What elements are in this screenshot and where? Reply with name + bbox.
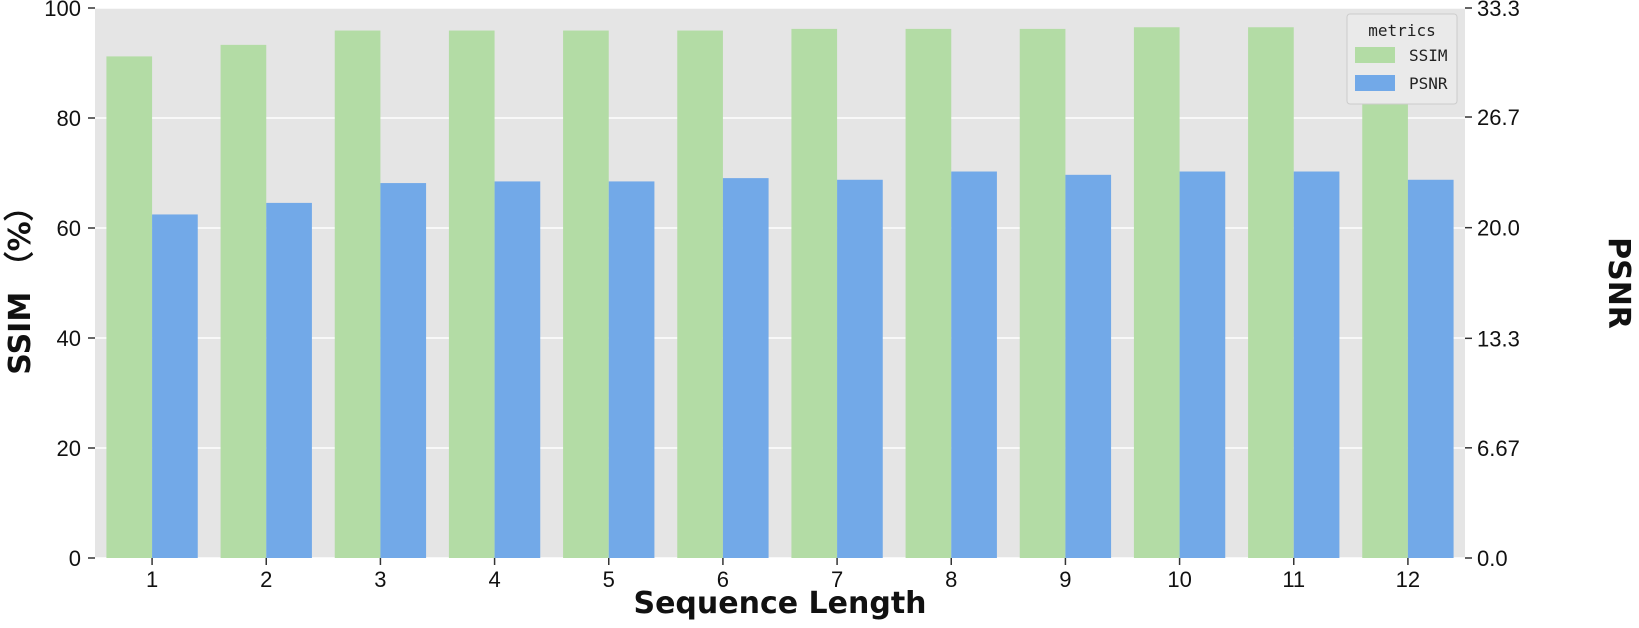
legend-title: metrics xyxy=(1368,21,1435,40)
bar-psnr xyxy=(722,178,769,558)
bar-psnr xyxy=(494,181,541,559)
x-tick-label: 9 xyxy=(1059,567,1071,592)
y-tick-label: 20 xyxy=(57,436,81,461)
bar-psnr xyxy=(837,179,883,558)
legend-swatch xyxy=(1355,47,1395,63)
bar-psnr xyxy=(951,171,997,558)
y-tick-label: 60 xyxy=(57,216,81,241)
y-tick-label: 100 xyxy=(44,0,81,21)
bar-psnr xyxy=(1407,179,1454,558)
y-axis-title: SSIM （%） xyxy=(3,191,38,374)
bar-ssim xyxy=(334,30,381,559)
y2-tick-label: 6.67 xyxy=(1477,436,1520,461)
x-tick-label: 7 xyxy=(831,567,843,592)
bar-psnr xyxy=(1065,174,1112,558)
legend-label: SSIM xyxy=(1409,46,1448,65)
bar-ssim xyxy=(563,30,609,559)
bar-psnr xyxy=(1293,171,1340,558)
y2-tick-label: 33.3 xyxy=(1477,0,1520,21)
legend-swatch xyxy=(1355,75,1395,91)
x-tick-label: 8 xyxy=(945,567,957,592)
x-tick-label: 3 xyxy=(374,567,386,592)
y-tick-label: 40 xyxy=(57,326,81,351)
bar-psnr xyxy=(380,183,427,558)
bar-ssim xyxy=(905,28,952,558)
bar-ssim xyxy=(677,30,723,559)
y-tick-label: 0 xyxy=(69,546,81,571)
legend-label: PSNR xyxy=(1409,74,1448,93)
x-tick-label: 4 xyxy=(488,567,500,592)
bar-psnr xyxy=(266,202,312,558)
x-tick-label: 2 xyxy=(260,567,272,592)
y-tick-label: 80 xyxy=(57,106,81,131)
y2-tick-label: 26.7 xyxy=(1477,105,1520,130)
bar-ssim xyxy=(220,44,267,559)
x-tick-label: 5 xyxy=(603,567,615,592)
bar-psnr xyxy=(1179,171,1226,558)
bar-psnr xyxy=(608,181,655,559)
y2-tick-label: 13.3 xyxy=(1477,326,1520,351)
bar-ssim xyxy=(1362,28,1408,558)
y2-axis-title: PSNR xyxy=(1601,237,1636,329)
x-axis-title: Sequence Length xyxy=(633,586,926,621)
bar-ssim xyxy=(106,56,153,559)
bar-ssim xyxy=(1248,27,1294,558)
y2-tick-label: 20.0 xyxy=(1477,216,1520,241)
bar-ssim xyxy=(791,28,838,558)
plot-background xyxy=(95,8,1465,558)
x-tick-label: 1 xyxy=(146,567,158,592)
x-tick-label: 11 xyxy=(1282,567,1305,592)
bar-psnr xyxy=(152,214,198,558)
x-tick-label: 12 xyxy=(1396,567,1420,592)
x-tick-label: 10 xyxy=(1167,567,1191,592)
bar-ssim xyxy=(448,30,495,559)
x-tick-label: 6 xyxy=(717,567,729,592)
bar-ssim xyxy=(1019,28,1066,558)
y2-tick-label: 0.0 xyxy=(1477,546,1508,571)
bar-ssim xyxy=(1133,27,1180,558)
